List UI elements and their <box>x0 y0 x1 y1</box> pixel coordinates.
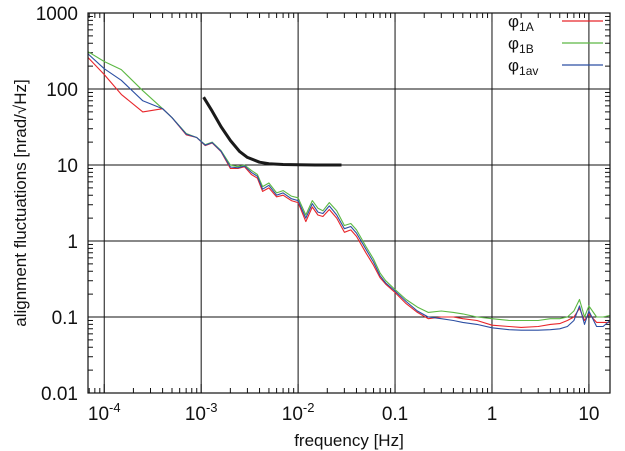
axis-ticks <box>88 12 610 394</box>
legend-symbol: φ <box>508 56 519 75</box>
x-tick-label: 10-4 <box>88 400 121 425</box>
legend-label: φ1B <box>508 34 534 56</box>
x-tick-label-base: 10 <box>185 404 206 425</box>
y-tick-label: 10 <box>57 156 78 177</box>
y-tick-label: 1000 <box>36 4 78 25</box>
series-line-1B <box>87 51 611 322</box>
x-tick-label-exponent: -4 <box>109 400 121 415</box>
legend-subscript: 1A <box>519 20 534 34</box>
x-axis-label: frequency [Hz] <box>294 431 404 450</box>
legend-subscript: 1av <box>519 64 538 78</box>
y-tick-labels: 1000 100 10 1 0.1 0.01 <box>36 4 78 405</box>
x-tick-label: 10-3 <box>185 400 218 425</box>
x-tick-label: 10 <box>578 404 599 425</box>
y-tick-label: 0.01 <box>41 384 78 405</box>
legend-label: φ1A <box>508 12 534 34</box>
legend-subscript: 1B <box>519 42 534 56</box>
y-tick-label: 100 <box>46 80 78 101</box>
x-tick-label-base: 1 <box>487 404 498 425</box>
x-tick-label-exponent: -3 <box>206 400 218 415</box>
x-tick-label: 10-2 <box>282 400 315 425</box>
x-tick-label-base: 10 <box>282 404 303 425</box>
legend-symbol: φ <box>508 34 519 53</box>
series-line-1av <box>87 53 611 331</box>
x-tick-label-base: 10 <box>578 404 599 425</box>
series-lines <box>87 51 611 331</box>
x-tick-labels: 10-4 10-3 10-2 0.1 1 10 <box>88 400 600 425</box>
y-tick-label: 0.1 <box>52 308 78 329</box>
legend-symbol: φ <box>508 12 519 31</box>
x-tick-label: 0.1 <box>382 404 408 425</box>
y-tick-label: 1 <box>67 232 78 253</box>
y-axis-label: alignment fluctuations [nrad/√Hz] <box>11 79 30 326</box>
series-line-1A <box>87 57 610 328</box>
x-tick-label-base: 0.1 <box>382 404 408 425</box>
reference-curve <box>202 96 342 167</box>
x-tick-label: 1 <box>487 404 498 425</box>
x-tick-label-exponent: -2 <box>303 400 315 415</box>
plot-frame <box>87 12 611 394</box>
legend-label: φ1av <box>508 56 538 78</box>
x-tick-label-base: 10 <box>88 404 109 425</box>
